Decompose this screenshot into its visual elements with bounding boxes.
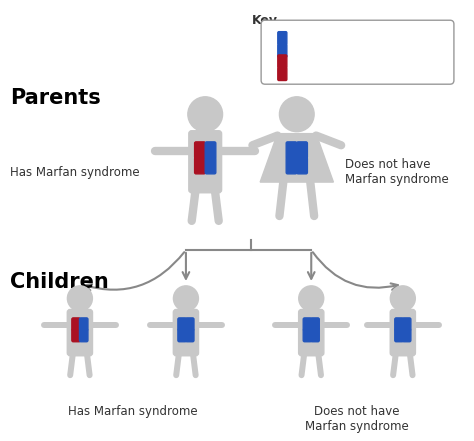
FancyBboxPatch shape	[303, 318, 311, 331]
FancyBboxPatch shape	[299, 310, 324, 356]
FancyBboxPatch shape	[402, 329, 411, 342]
Circle shape	[67, 286, 92, 311]
FancyBboxPatch shape	[261, 20, 454, 84]
FancyBboxPatch shape	[185, 318, 194, 331]
FancyBboxPatch shape	[72, 318, 80, 331]
FancyBboxPatch shape	[278, 44, 287, 57]
Text: gene: gene	[357, 61, 391, 74]
FancyBboxPatch shape	[178, 318, 186, 331]
Text: FBN1: FBN1	[328, 38, 364, 51]
Text: Has Marfan syndrome: Has Marfan syndrome	[10, 166, 140, 179]
FancyBboxPatch shape	[278, 32, 287, 45]
FancyBboxPatch shape	[178, 329, 186, 342]
Text: Children: Children	[10, 272, 109, 292]
FancyBboxPatch shape	[195, 142, 205, 158]
Text: Does not have
Marfan syndrome: Does not have Marfan syndrome	[305, 405, 409, 433]
Text: Normal: Normal	[294, 38, 340, 51]
FancyBboxPatch shape	[205, 157, 216, 174]
Text: Does not have
Marfan syndrome: Does not have Marfan syndrome	[345, 158, 449, 186]
FancyBboxPatch shape	[173, 310, 199, 356]
FancyBboxPatch shape	[311, 329, 319, 342]
FancyBboxPatch shape	[205, 142, 216, 158]
FancyBboxPatch shape	[402, 318, 411, 331]
Polygon shape	[260, 134, 333, 182]
FancyBboxPatch shape	[297, 157, 308, 174]
FancyBboxPatch shape	[195, 157, 205, 174]
Text: FBN1: FBN1	[334, 61, 369, 74]
FancyBboxPatch shape	[189, 131, 222, 193]
Circle shape	[173, 286, 199, 311]
FancyBboxPatch shape	[80, 329, 88, 342]
FancyBboxPatch shape	[395, 329, 403, 342]
FancyBboxPatch shape	[395, 318, 403, 331]
Text: Parents: Parents	[10, 88, 101, 108]
Circle shape	[280, 97, 314, 132]
Circle shape	[390, 286, 415, 311]
FancyBboxPatch shape	[67, 310, 92, 356]
FancyBboxPatch shape	[72, 329, 80, 342]
Circle shape	[188, 97, 223, 132]
FancyBboxPatch shape	[297, 142, 308, 158]
FancyBboxPatch shape	[390, 310, 415, 356]
FancyBboxPatch shape	[185, 329, 194, 342]
FancyBboxPatch shape	[80, 318, 88, 331]
FancyBboxPatch shape	[286, 142, 297, 158]
Text: Has Marfan syndrome: Has Marfan syndrome	[68, 405, 198, 418]
FancyBboxPatch shape	[278, 67, 287, 81]
Circle shape	[299, 286, 324, 311]
FancyBboxPatch shape	[278, 55, 287, 68]
FancyBboxPatch shape	[311, 318, 319, 331]
Text: Key: Key	[252, 15, 277, 27]
FancyBboxPatch shape	[286, 157, 297, 174]
Text: gene: gene	[352, 38, 385, 51]
FancyBboxPatch shape	[303, 329, 311, 342]
Text: Mutated: Mutated	[294, 61, 347, 74]
